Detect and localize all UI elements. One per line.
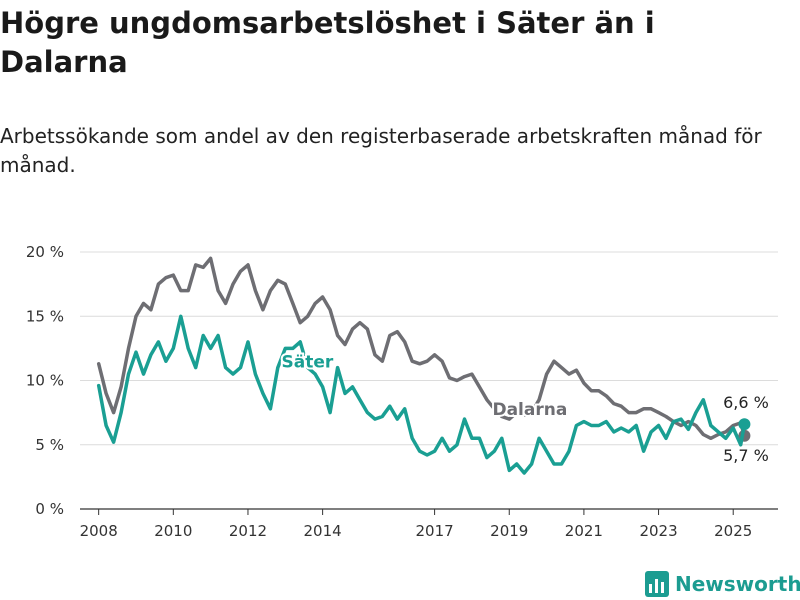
x-tick-label: 2014 <box>304 522 342 540</box>
y-tick-label: 15 % <box>26 307 64 325</box>
x-tick-label: 2023 <box>639 522 677 540</box>
x-tick-label: 2010 <box>154 522 192 540</box>
y-tick-label: 20 % <box>26 243 64 261</box>
end-point-sater <box>738 418 751 431</box>
x-axis: 2008 2010 2012 2014 2017 2019 2021 2023 2025 <box>80 509 752 540</box>
end-value-label-dalarna: 5,7 % <box>723 446 769 465</box>
series-label-sater: Säter <box>282 353 334 373</box>
x-tick-label: 2012 <box>229 522 267 540</box>
newsworthy-logo-icon <box>645 571 669 597</box>
end-value-label-sater: 6,6 % <box>723 393 769 412</box>
series-line-sater <box>96 314 747 475</box>
x-tick-label: 2008 <box>80 522 118 540</box>
x-tick-label: 2019 <box>490 522 528 540</box>
y-tick-label: 10 % <box>26 372 64 390</box>
series-line-dalarna <box>96 256 747 441</box>
chart-subtitle: Arbetssökande som andel av den registerb… <box>0 124 762 177</box>
y-tick-label: 5 % <box>35 436 64 454</box>
series-group <box>96 256 751 475</box>
grid-lines <box>80 251 778 510</box>
x-tick-label: 2025 <box>714 522 752 540</box>
chart-title: Högre ungdomsarbetslöshet i Säter än i D… <box>0 6 655 79</box>
brand-name: Newsworthy <box>675 572 800 596</box>
x-tick-label: 2017 <box>416 522 454 540</box>
y-tick-label: 0 % <box>35 500 64 518</box>
series-label-dalarna: Dalarna <box>492 400 567 420</box>
x-tick-label: 2021 <box>565 522 603 540</box>
series-labels: Säter Dalarna 6,6 % 5,7 % <box>280 351 769 465</box>
y-axis: 0 % 5 % 10 % 15 % 20 % <box>26 243 64 518</box>
newsworthy-logo: Newsworthy <box>645 568 800 600</box>
